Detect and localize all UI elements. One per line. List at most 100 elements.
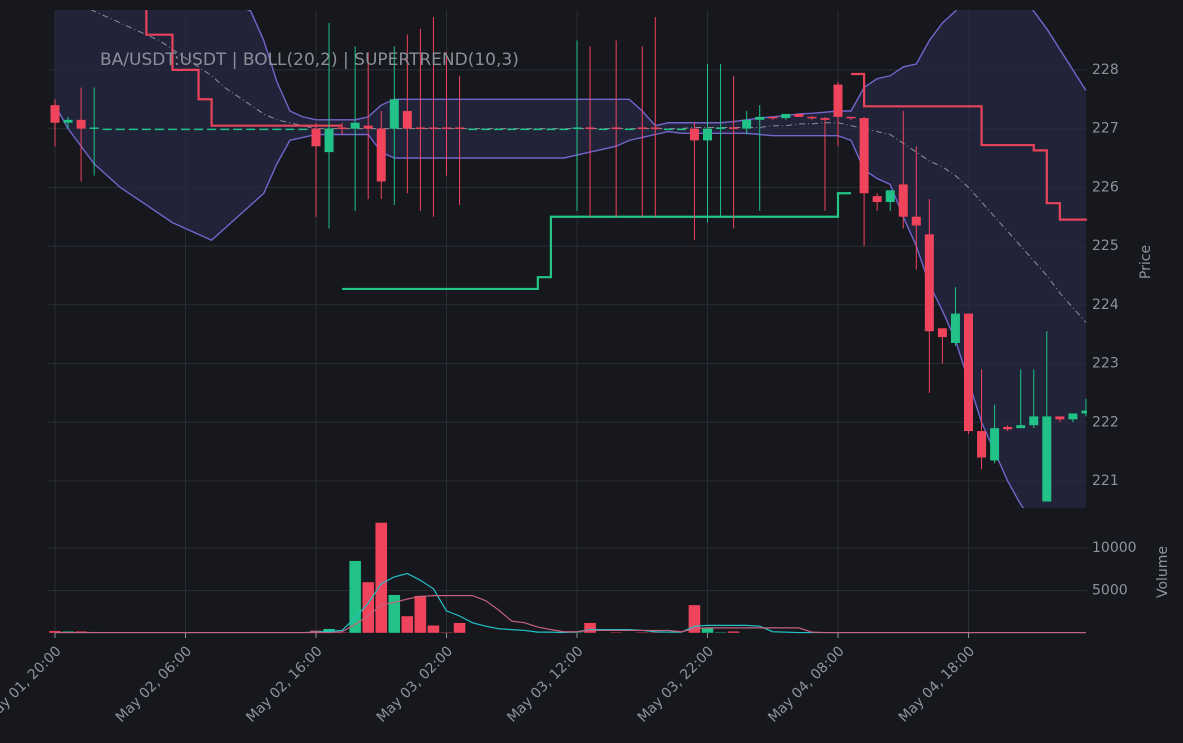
candle-body (703, 128, 712, 141)
candle-body (742, 119, 752, 129)
candle-body (468, 128, 478, 131)
candle-body (350, 122, 360, 129)
candle-body (546, 128, 556, 131)
volume-bar (362, 581, 375, 634)
candle-body (455, 127, 465, 129)
candle-body (167, 128, 177, 131)
y-axis-label: Price (1138, 245, 1154, 279)
bollinger-lower (54, 104, 1025, 508)
candle-body (820, 118, 830, 120)
candle-body (507, 128, 517, 131)
candle-body (598, 128, 608, 131)
volume-bar (414, 595, 427, 634)
candle-body (624, 128, 634, 131)
candle-body (181, 128, 190, 131)
candle-body (115, 128, 125, 131)
bollinger-middle (90, 10, 1087, 323)
candle-body (324, 128, 334, 153)
candle-body (859, 118, 869, 194)
candle-body (833, 84, 843, 117)
candle-body (298, 128, 308, 131)
volume-bar (609, 631, 623, 634)
candle-body (415, 127, 425, 129)
candle-body (689, 128, 699, 141)
candle-body (1055, 416, 1065, 420)
x-tick-label: May 03, 12:00 (504, 643, 586, 725)
candle-body (402, 111, 412, 129)
volume-ma (55, 572, 1086, 634)
y-tick-label: 226 (1092, 179, 1119, 195)
y-tick-label: 228 (1092, 62, 1119, 78)
volume-bar (583, 622, 597, 634)
candle-body (376, 128, 386, 182)
candle-body (611, 127, 621, 129)
x-tick-label: May 03, 22:00 (635, 643, 717, 725)
candle-body (977, 431, 987, 458)
y-tick-label: 224 (1092, 297, 1119, 313)
volume-bar (727, 631, 740, 634)
candle-body (520, 128, 530, 131)
candle-body (781, 113, 791, 119)
candle-body (102, 128, 112, 131)
candle-body (246, 128, 256, 131)
volume-bar (427, 625, 440, 634)
candle-body (389, 99, 399, 129)
volume-bar (636, 631, 649, 634)
candle-body (272, 128, 282, 131)
candle-body (663, 128, 673, 131)
candle-body (76, 119, 86, 129)
candle-body (1003, 426, 1013, 430)
y-tick-label: 222 (1092, 414, 1119, 430)
candle-body (898, 184, 908, 217)
volume-bar (388, 594, 401, 634)
candle-body (442, 127, 451, 129)
bollinger-upper (246, 10, 1087, 127)
supertrend-down (145, 10, 1087, 221)
candle-body (964, 313, 973, 432)
candle-body (1029, 416, 1039, 426)
candle-body (846, 116, 856, 119)
y2-axis-label: Volume (1155, 546, 1171, 598)
candle-body (924, 234, 934, 332)
candle-body (128, 128, 138, 131)
candle-body (755, 116, 765, 120)
supertrend-up (342, 192, 852, 291)
candle-body (794, 113, 804, 117)
candle-body (1042, 416, 1052, 502)
candle-body (428, 127, 438, 129)
price-panel (50, 10, 1087, 508)
y-tick-label: 223 (1092, 356, 1119, 372)
candle-body (559, 128, 569, 131)
volume-ma (55, 594, 1086, 634)
candle-body (950, 313, 960, 343)
candle-body (1016, 425, 1026, 429)
candle-body (285, 128, 295, 131)
candle-body (494, 128, 504, 131)
candle-body (650, 127, 660, 129)
candle-body (807, 116, 817, 119)
volume-bar (440, 631, 453, 634)
x-tick-label: May 03, 02:00 (374, 643, 456, 725)
candle-body (911, 216, 921, 226)
candle-body (716, 127, 726, 129)
candle-body (363, 125, 373, 129)
candle-body (89, 127, 99, 129)
candle-body (937, 328, 947, 338)
y-tick-label: 221 (1092, 473, 1119, 489)
candle-body (481, 128, 491, 131)
candle-body (585, 127, 595, 129)
x-tick-label: May 02, 16:00 (243, 643, 325, 725)
chart-title: BA/USDT:USDT | BOLL(20,2) | SUPERTREND(1… (100, 50, 519, 70)
candle-body (572, 127, 582, 129)
y2-tick-label: 10000 (1092, 540, 1137, 556)
candle-body (1081, 410, 1087, 414)
candle-body (990, 428, 1000, 461)
candle-body (259, 128, 269, 131)
candle-body (50, 105, 60, 123)
candle-body (676, 128, 686, 131)
candle-body (207, 128, 217, 131)
volume-bar (375, 522, 388, 634)
candle-body (729, 127, 739, 129)
candle-body (311, 128, 321, 147)
